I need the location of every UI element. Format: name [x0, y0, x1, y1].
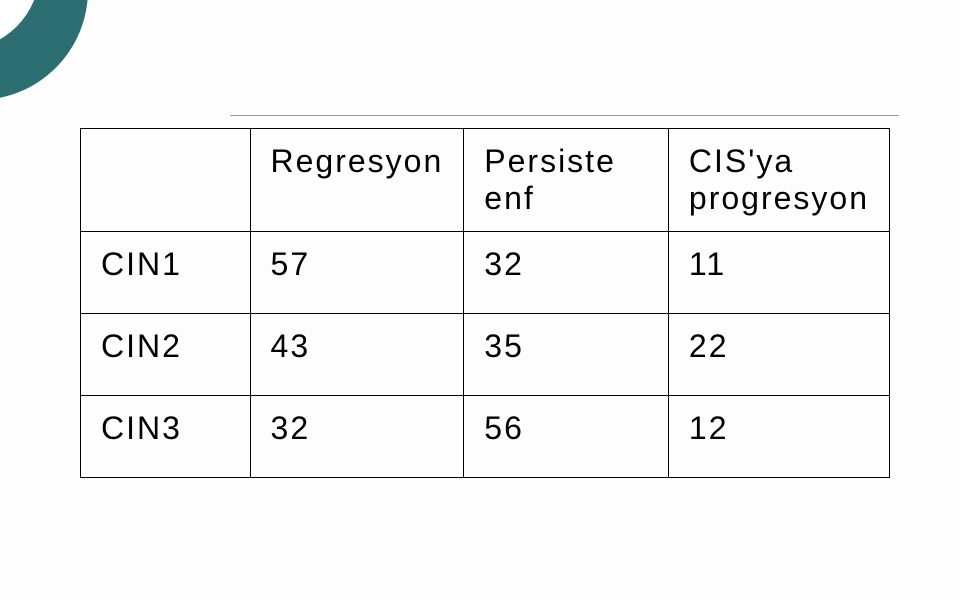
cell: 35 — [464, 314, 669, 396]
cell: 22 — [668, 314, 889, 396]
header-persiste: Persiste enf — [464, 129, 669, 232]
header-regresyon: Regresyon — [250, 129, 464, 232]
cell: 32 — [464, 232, 669, 314]
row-label: CIN2 — [81, 314, 251, 396]
data-table: Regresyon Persiste enf CIS'ya progresyon… — [80, 128, 890, 478]
cell: 32 — [250, 396, 464, 478]
cell: 12 — [668, 396, 889, 478]
slide-canvas: Regresyon Persiste enf CIS'ya progresyon… — [0, 0, 959, 601]
cell: 43 — [250, 314, 464, 396]
cell: 56 — [464, 396, 669, 478]
cell: 57 — [250, 232, 464, 314]
table-row: CIN1 57 32 11 — [81, 232, 890, 314]
cell: 11 — [668, 232, 889, 314]
header-empty — [81, 129, 251, 232]
decor-quarter-circle — [0, 0, 92, 105]
table-header-row: Regresyon Persiste enf CIS'ya progresyon — [81, 129, 890, 232]
title-underline — [230, 115, 899, 116]
table-row: CIN3 32 56 12 — [81, 396, 890, 478]
header-cis: CIS'ya progresyon — [668, 129, 889, 232]
row-label: CIN1 — [81, 232, 251, 314]
decor-inner-cutout — [0, 0, 40, 50]
row-label: CIN3 — [81, 396, 251, 478]
table-row: CIN2 43 35 22 — [81, 314, 890, 396]
